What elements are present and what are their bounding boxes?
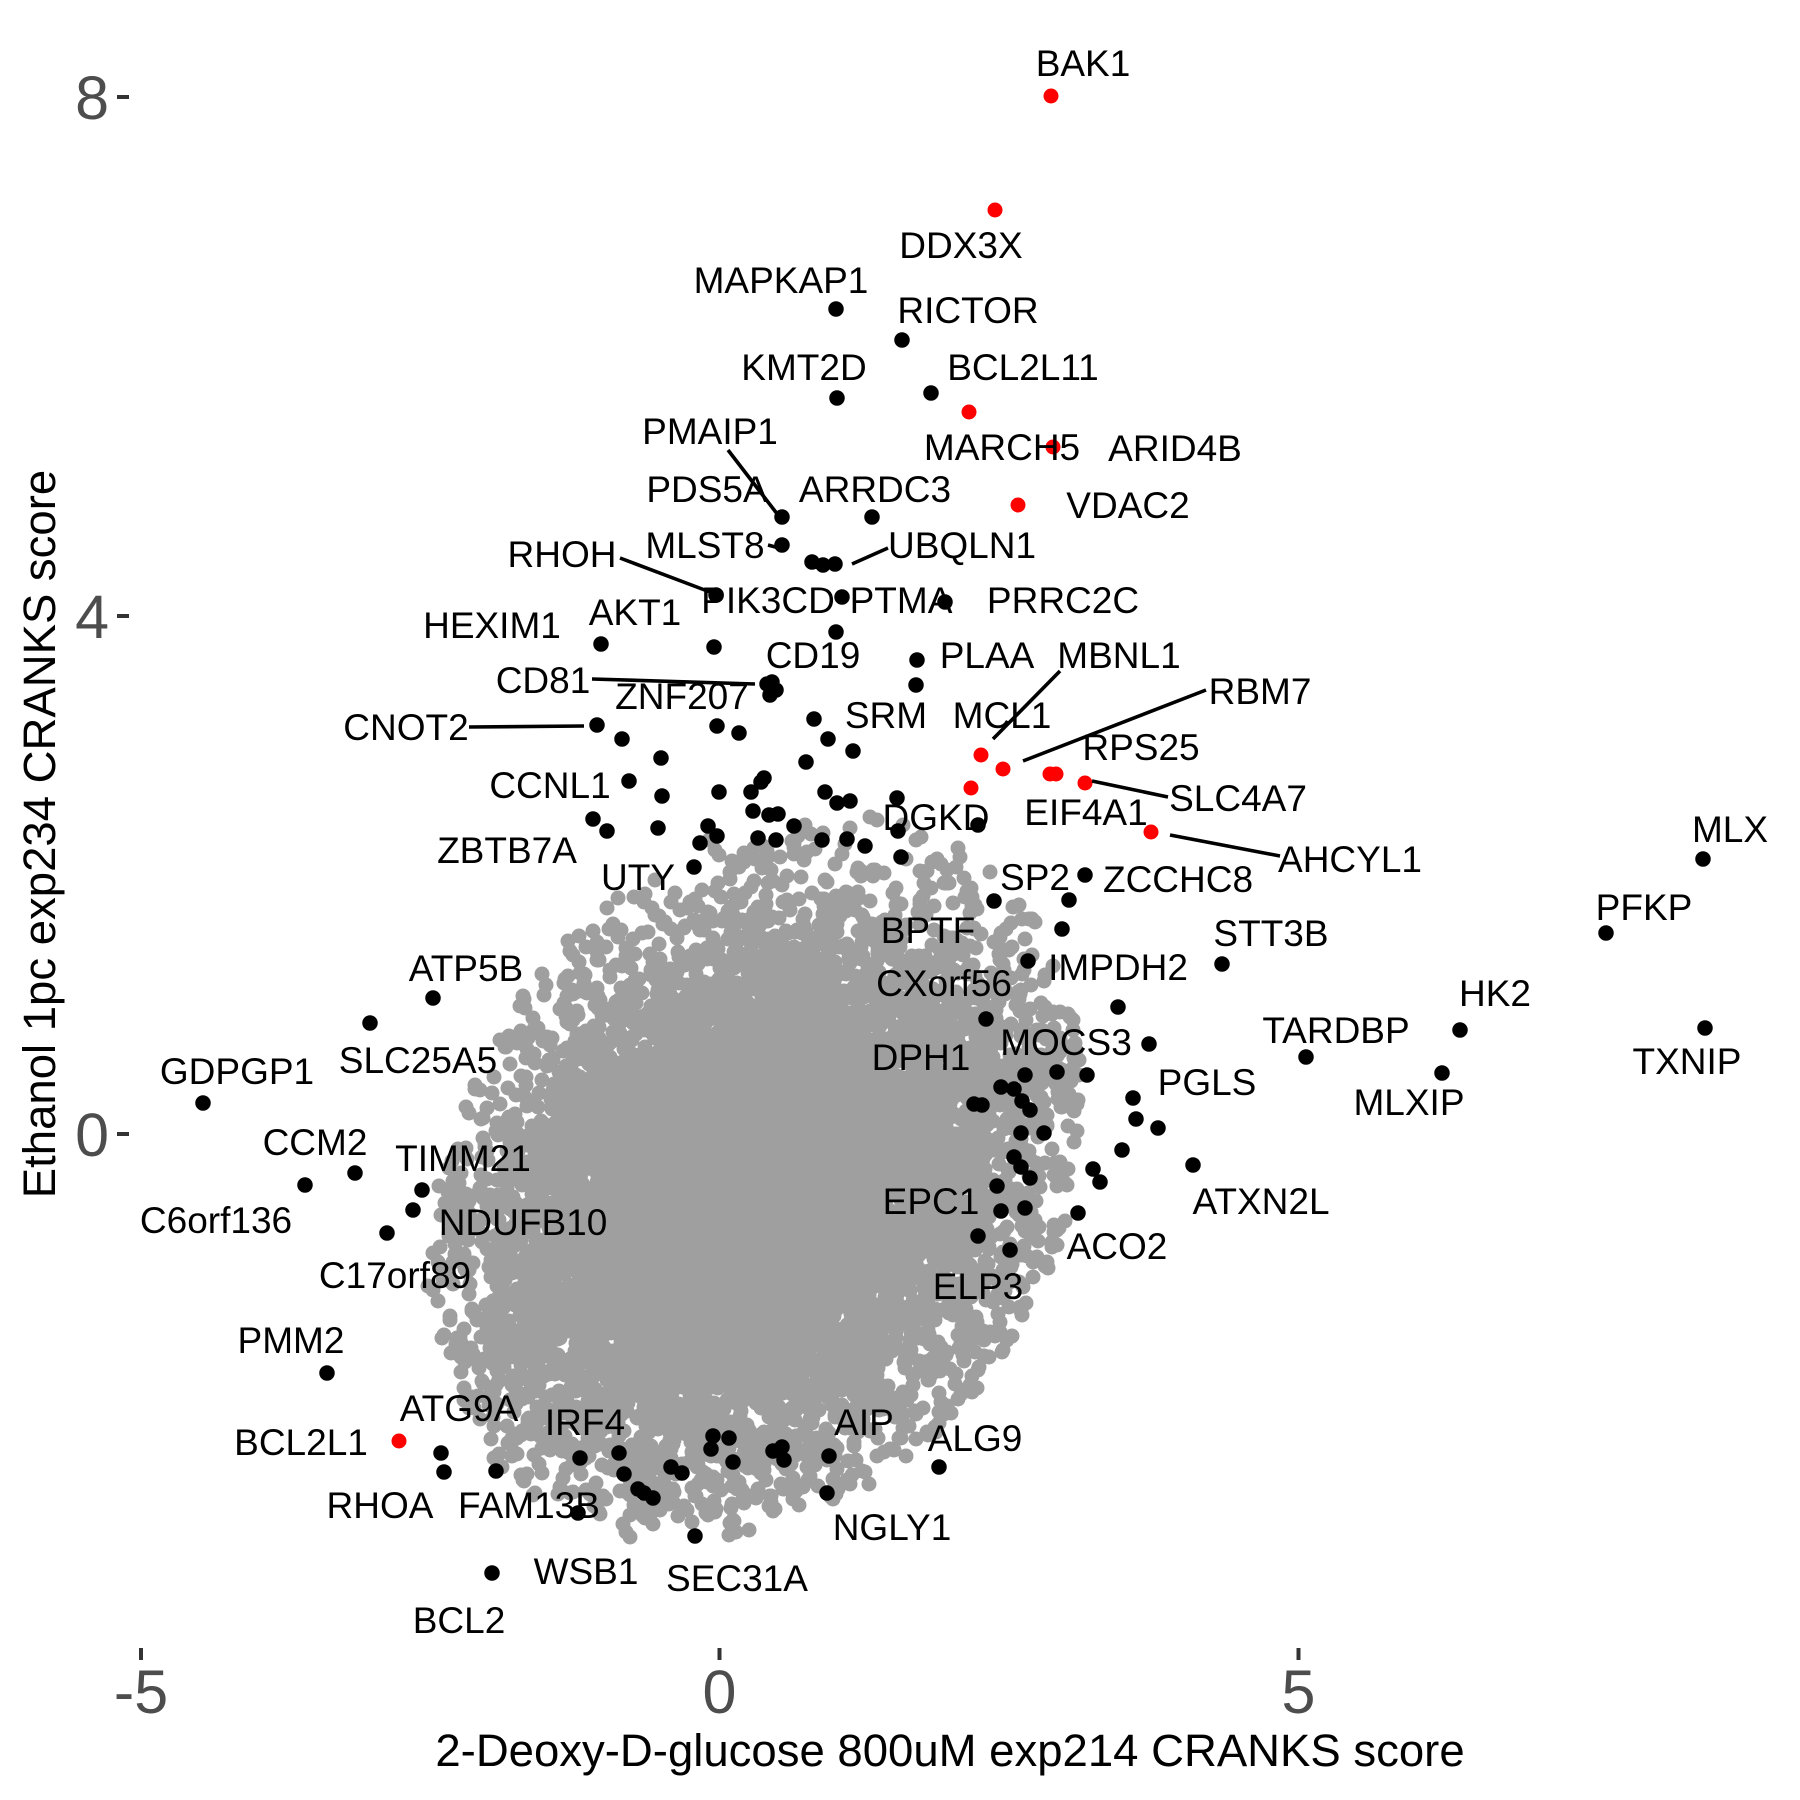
svg-text:BCL2L1: BCL2L1 xyxy=(234,1422,368,1463)
svg-text:CCM2: CCM2 xyxy=(263,1122,368,1163)
svg-text:BAK1: BAK1 xyxy=(1036,43,1131,84)
svg-text:SRM: SRM xyxy=(845,695,927,736)
svg-text:UBQLN1: UBQLN1 xyxy=(888,525,1036,566)
svg-text:AHCYL1: AHCYL1 xyxy=(1278,839,1422,880)
svg-text:MLX: MLX xyxy=(1692,809,1768,850)
svg-text:PLAA: PLAA xyxy=(940,635,1035,676)
svg-text:PIK3CD: PIK3CD xyxy=(701,580,835,621)
svg-text:2-Deoxy-D-glucose 800uM exp214: 2-Deoxy-D-glucose 800uM exp214 CRANKS sc… xyxy=(435,1725,1464,1776)
svg-text:CXorf56: CXorf56 xyxy=(876,963,1012,1004)
svg-text:IMPDH2: IMPDH2 xyxy=(1048,947,1188,988)
svg-text:ATG9A: ATG9A xyxy=(400,1388,519,1429)
svg-text:KMT2D: KMT2D xyxy=(741,347,866,388)
svg-text:SLC4A7: SLC4A7 xyxy=(1169,778,1307,819)
svg-text:PGLS: PGLS xyxy=(1158,1062,1257,1103)
svg-text:ATP5B: ATP5B xyxy=(409,948,523,989)
svg-text:RHOA: RHOA xyxy=(327,1485,434,1526)
svg-text:DDX3X: DDX3X xyxy=(899,225,1022,266)
svg-text:BCL2L11: BCL2L11 xyxy=(947,347,1099,388)
svg-text:ATXN2L: ATXN2L xyxy=(1192,1181,1329,1222)
svg-text:MLXIP: MLXIP xyxy=(1353,1082,1464,1123)
svg-text:DPH1: DPH1 xyxy=(872,1037,971,1078)
svg-text:CD19: CD19 xyxy=(766,635,861,676)
svg-text:TXNIP: TXNIP xyxy=(1633,1041,1742,1082)
svg-text:VDAC2: VDAC2 xyxy=(1066,485,1189,526)
svg-text:MARCH5: MARCH5 xyxy=(924,427,1080,468)
svg-text:ALG9: ALG9 xyxy=(928,1418,1023,1459)
svg-text:PDS5A: PDS5A xyxy=(646,469,768,510)
svg-text:SLC25A5: SLC25A5 xyxy=(339,1040,497,1081)
svg-text:UTY: UTY xyxy=(601,857,675,898)
svg-text:AIP: AIP xyxy=(834,1402,894,1443)
svg-text:RPS25: RPS25 xyxy=(1082,727,1199,768)
svg-text:EPC1: EPC1 xyxy=(883,1181,980,1222)
svg-text:0: 0 xyxy=(703,1658,737,1726)
svg-text:CD81: CD81 xyxy=(496,660,591,701)
svg-text:SEC31A: SEC31A xyxy=(666,1558,808,1599)
svg-text:TARDBP: TARDBP xyxy=(1262,1010,1409,1051)
svg-text:PTMA: PTMA xyxy=(850,580,953,621)
svg-text:NDUFB10: NDUFB10 xyxy=(439,1202,608,1243)
svg-text:8: 8 xyxy=(75,64,109,132)
svg-text:C6orf136: C6orf136 xyxy=(140,1200,292,1241)
svg-text:SP2: SP2 xyxy=(1000,857,1070,898)
svg-text:CCNL1: CCNL1 xyxy=(489,765,610,806)
svg-text:NGLY1: NGLY1 xyxy=(833,1507,952,1548)
svg-text:-5: -5 xyxy=(114,1658,168,1726)
svg-text:TIMM21: TIMM21 xyxy=(395,1138,531,1179)
svg-text:5: 5 xyxy=(1282,1658,1316,1726)
svg-text:BPTF: BPTF xyxy=(881,910,976,951)
svg-text:ZNF207: ZNF207 xyxy=(615,676,749,717)
svg-text:IRF4: IRF4 xyxy=(545,1402,625,1443)
svg-text:HEXIM1: HEXIM1 xyxy=(423,605,561,646)
svg-text:CNOT2: CNOT2 xyxy=(343,707,468,748)
svg-text:ZCCHC8: ZCCHC8 xyxy=(1103,859,1253,900)
svg-text:Ethanol 1pc exp234 CRANKS scor: Ethanol 1pc exp234 CRANKS score xyxy=(14,470,65,1198)
svg-text:STT3B: STT3B xyxy=(1213,913,1328,954)
svg-text:4: 4 xyxy=(75,583,109,651)
svg-text:RICTOR: RICTOR xyxy=(897,290,1038,331)
svg-text:HK2: HK2 xyxy=(1459,973,1531,1014)
svg-text:MBNL1: MBNL1 xyxy=(1057,635,1180,676)
svg-text:GDPGP1: GDPGP1 xyxy=(160,1051,314,1092)
svg-text:MAPKAP1: MAPKAP1 xyxy=(694,260,869,301)
svg-text:MOCS3: MOCS3 xyxy=(1000,1022,1132,1063)
svg-text:RHOH: RHOH xyxy=(508,534,617,575)
svg-text:PMM2: PMM2 xyxy=(238,1320,345,1361)
svg-text:0: 0 xyxy=(75,1101,109,1169)
svg-text:ZBTB7A: ZBTB7A xyxy=(437,830,577,871)
svg-text:EIF4A1: EIF4A1 xyxy=(1024,792,1147,833)
svg-text:ARID4B: ARID4B xyxy=(1108,428,1242,469)
svg-text:BCL2: BCL2 xyxy=(413,1600,506,1641)
svg-text:PMAIP1: PMAIP1 xyxy=(642,411,778,452)
svg-text:FAM13B: FAM13B xyxy=(458,1485,600,1526)
svg-text:MCL1: MCL1 xyxy=(953,695,1052,736)
svg-text:PRRC2C: PRRC2C xyxy=(987,580,1139,621)
svg-text:DGKD: DGKD xyxy=(883,797,990,838)
svg-text:MLST8: MLST8 xyxy=(645,525,764,566)
svg-text:ELP3: ELP3 xyxy=(933,1266,1024,1307)
svg-text:ARRDC3: ARRDC3 xyxy=(799,469,951,510)
svg-text:WSB1: WSB1 xyxy=(534,1551,639,1592)
svg-text:PFKP: PFKP xyxy=(1596,887,1693,928)
svg-text:RBM7: RBM7 xyxy=(1209,671,1312,712)
svg-text:C17orf89: C17orf89 xyxy=(319,1255,471,1296)
svg-text:ACO2: ACO2 xyxy=(1067,1226,1168,1267)
svg-text:AKT1: AKT1 xyxy=(589,592,682,633)
